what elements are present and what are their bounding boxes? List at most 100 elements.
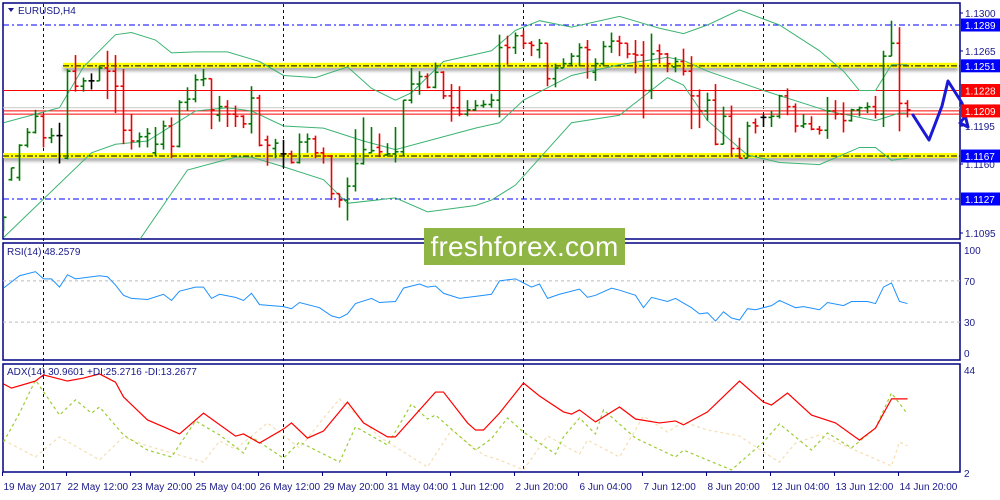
price-bar[interactable] xyxy=(192,74,199,103)
price-level-tag[interactable] xyxy=(961,59,1000,73)
price-bar[interactable] xyxy=(56,122,63,164)
price-bar[interactable] xyxy=(272,138,279,159)
price-bar[interactable] xyxy=(400,99,407,157)
price-bar[interactable] xyxy=(608,32,615,53)
price-bar[interactable] xyxy=(864,102,871,114)
price-bar[interactable] xyxy=(664,52,671,73)
price-bar[interactable] xyxy=(688,56,695,130)
price-bar[interactable] xyxy=(824,96,831,139)
price-bar[interactable] xyxy=(736,137,743,159)
price-bar[interactable] xyxy=(288,150,295,164)
price-bar[interactable] xyxy=(872,95,879,119)
price-bar[interactable] xyxy=(248,86,255,134)
price-bar[interactable] xyxy=(48,128,55,144)
price-bar[interactable] xyxy=(568,52,575,66)
price-bar[interactable] xyxy=(456,86,463,117)
price-bar[interactable] xyxy=(80,77,87,92)
price-bar[interactable] xyxy=(704,92,711,121)
price-bar[interactable] xyxy=(384,143,391,156)
price-bar[interactable] xyxy=(72,55,79,92)
price-bar[interactable] xyxy=(592,58,599,81)
price-bar[interactable] xyxy=(752,118,759,134)
price-bar[interactable] xyxy=(168,117,175,159)
price-bar[interactable] xyxy=(768,110,775,128)
price-bar[interactable] xyxy=(304,133,311,153)
price-bar[interactable] xyxy=(496,34,503,118)
price-bar[interactable] xyxy=(160,120,167,150)
price-bar[interactable] xyxy=(336,192,343,208)
price-bar[interactable] xyxy=(32,109,39,134)
price-bar[interactable] xyxy=(208,77,215,130)
price-bar[interactable] xyxy=(136,132,143,148)
price-bar[interactable] xyxy=(24,128,31,148)
price-bar[interactable] xyxy=(584,40,591,79)
price-bar[interactable] xyxy=(392,127,399,163)
price-bar[interactable] xyxy=(528,41,535,57)
price-bar[interactable] xyxy=(536,38,543,59)
price-bar[interactable] xyxy=(600,41,607,66)
price-bar[interactable] xyxy=(104,50,111,100)
price-bar[interactable] xyxy=(448,84,455,122)
price-bar[interactable] xyxy=(512,32,519,55)
price-bar[interactable] xyxy=(808,116,815,131)
price-level-tag[interactable] xyxy=(961,84,1000,98)
price-bar[interactable] xyxy=(360,117,367,165)
price-bar[interactable] xyxy=(680,48,687,76)
price-bar[interactable] xyxy=(408,67,415,104)
price-bar[interactable] xyxy=(560,58,567,69)
price-bar[interactable] xyxy=(96,65,103,82)
price-bar[interactable] xyxy=(840,102,847,133)
price-bar[interactable] xyxy=(184,87,191,111)
price-bar[interactable] xyxy=(16,144,23,181)
price-bar[interactable] xyxy=(472,100,479,111)
price-bar[interactable] xyxy=(216,95,223,122)
price-bar[interactable] xyxy=(320,147,327,164)
price-bar[interactable] xyxy=(368,127,375,154)
price-bar[interactable] xyxy=(776,94,783,119)
price-level-tag[interactable] xyxy=(961,104,1000,118)
price-level-tag[interactable] xyxy=(961,18,1000,32)
price-bar[interactable] xyxy=(712,84,719,146)
price-bar[interactable] xyxy=(832,100,839,120)
price-bar[interactable] xyxy=(888,20,895,57)
price-bar[interactable] xyxy=(232,105,239,128)
price-bar[interactable] xyxy=(176,100,183,148)
price-bar[interactable] xyxy=(520,30,527,49)
price-bar[interactable] xyxy=(616,35,623,57)
price-bar[interactable] xyxy=(200,69,207,87)
price-bar[interactable] xyxy=(760,114,767,128)
price-bar[interactable] xyxy=(120,69,127,145)
price-bar[interactable] xyxy=(504,35,511,65)
triangle-down-icon[interactable] xyxy=(8,8,14,12)
price-bar[interactable] xyxy=(696,89,703,129)
price-bar[interactable] xyxy=(352,129,359,192)
price-bar[interactable] xyxy=(264,135,271,166)
price-bar[interactable] xyxy=(656,44,663,64)
price-bar[interactable] xyxy=(640,41,647,119)
price-bar[interactable] xyxy=(896,27,903,132)
price-bar[interactable] xyxy=(296,133,303,164)
price-bar[interactable] xyxy=(1,216,7,232)
price-bar[interactable] xyxy=(144,128,151,148)
price-bar[interactable] xyxy=(112,55,119,114)
price-bar[interactable] xyxy=(416,71,423,95)
price-bar[interactable] xyxy=(816,125,823,135)
price-bar[interactable] xyxy=(800,114,807,129)
price-bar[interactable] xyxy=(632,40,639,74)
price-bar[interactable] xyxy=(152,127,159,157)
price-bar[interactable] xyxy=(576,43,583,66)
price-bar[interactable] xyxy=(240,115,247,129)
price-bar[interactable] xyxy=(904,100,911,118)
price-bar[interactable] xyxy=(792,103,799,133)
price-bar[interactable] xyxy=(424,73,431,89)
price-bar[interactable] xyxy=(256,94,263,147)
price-bar[interactable] xyxy=(672,57,679,73)
price-bar[interactable] xyxy=(280,139,287,168)
price-bar[interactable] xyxy=(480,100,487,108)
price-bar[interactable] xyxy=(432,62,439,89)
price-bar[interactable] xyxy=(440,71,447,100)
price-bar[interactable] xyxy=(848,108,855,122)
price-bar[interactable] xyxy=(856,106,863,117)
